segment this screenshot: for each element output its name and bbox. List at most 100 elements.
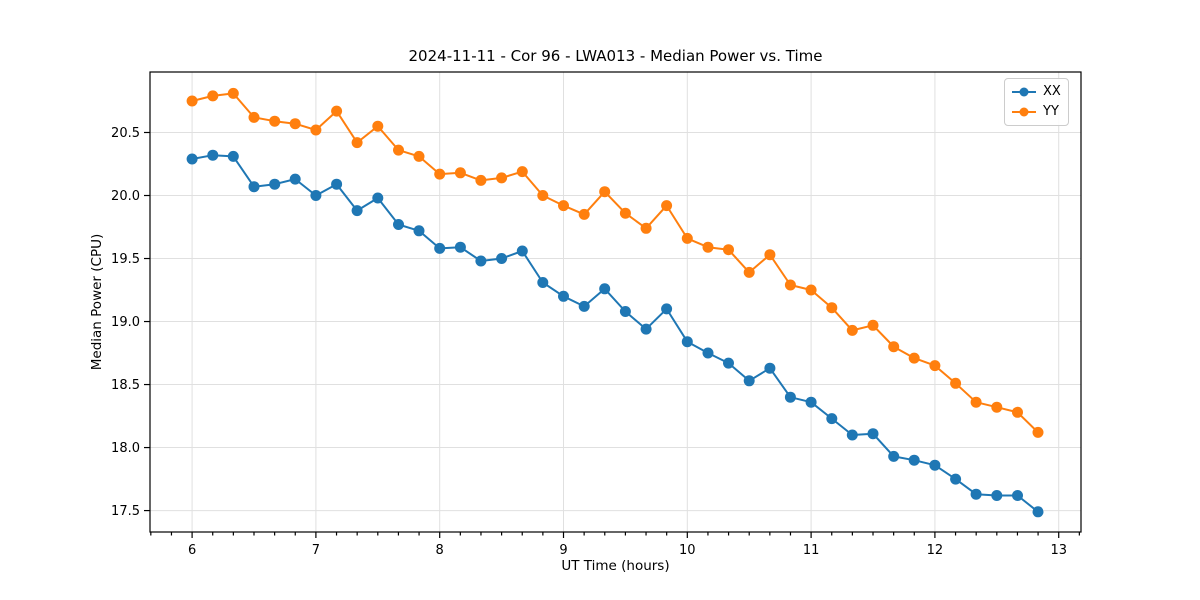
data-point-marker — [826, 302, 838, 314]
x-axis-label: UT Time (hours) — [561, 558, 670, 574]
data-point-marker — [434, 242, 446, 254]
data-point-marker — [702, 241, 714, 253]
data-point-marker — [537, 190, 549, 201]
data-point-marker — [681, 232, 693, 244]
axis-ticks — [144, 131, 1080, 538]
data-point-marker — [599, 186, 611, 198]
data-point-marker — [723, 244, 734, 256]
data-point-marker — [310, 190, 322, 201]
data-point-marker — [496, 172, 508, 184]
data-point-marker — [331, 105, 343, 117]
data-point-marker — [867, 428, 879, 440]
x-tick-label: 9 — [559, 543, 567, 558]
data-point-marker — [351, 137, 363, 149]
legend-label-xx: XX — [1043, 84, 1061, 99]
y-tick-label: 17.5 — [111, 504, 140, 519]
x-tick-label: 6 — [188, 543, 196, 558]
data-point-marker — [723, 357, 734, 369]
data-point-marker — [454, 167, 466, 179]
data-point-marker — [578, 300, 590, 312]
data-point-marker — [558, 290, 569, 302]
data-point-marker — [950, 377, 962, 389]
x-tick-label: 13 — [1050, 543, 1067, 558]
legend-item-xx: XX — [1011, 83, 1061, 101]
chart-title: 2024-11-11 - Cor 96 - LWA013 - Median Po… — [408, 47, 823, 65]
data-point-marker — [784, 391, 796, 403]
data-point-marker — [970, 488, 982, 500]
data-point-marker — [475, 174, 487, 186]
x-tick-label: 7 — [312, 543, 320, 558]
series-yy — [186, 87, 1044, 438]
data-point-marker — [558, 200, 569, 212]
data-point-marker — [846, 324, 858, 336]
data-point-marker — [805, 396, 817, 408]
y-tick-label: 18.0 — [111, 441, 140, 456]
data-point-marker — [1032, 506, 1044, 518]
data-point-marker — [372, 120, 384, 132]
data-point-marker — [661, 303, 673, 315]
data-point-marker — [599, 283, 611, 295]
data-point-marker — [826, 413, 838, 425]
legend-swatch-xx-icon — [1012, 87, 1036, 97]
data-point-marker — [681, 336, 693, 348]
data-point-marker — [351, 205, 363, 217]
y-axis-label: Median Power (CPU) — [89, 233, 105, 371]
data-point-marker — [619, 207, 631, 219]
data-point-marker — [537, 277, 549, 288]
data-point-marker — [289, 173, 301, 185]
data-point-marker — [248, 111, 260, 123]
data-point-marker — [805, 284, 817, 296]
y-tick-label: 19.0 — [111, 315, 140, 330]
data-point-marker — [310, 124, 322, 136]
plot-frame — [149, 71, 1082, 533]
y-tick-label: 18.5 — [111, 378, 140, 393]
data-point-marker — [640, 323, 652, 335]
data-point-marker — [1012, 490, 1023, 501]
data-point-marker — [888, 450, 900, 462]
data-point-marker — [991, 401, 1003, 413]
data-point-marker — [908, 454, 920, 466]
gridlines — [150, 72, 1081, 532]
data-point-marker — [186, 153, 198, 165]
x-tick-label: 11 — [803, 543, 820, 558]
data-point-marker — [846, 429, 858, 441]
y-tick-label: 19.5 — [111, 252, 140, 267]
data-point-marker — [413, 225, 425, 237]
data-point-marker — [413, 150, 425, 162]
data-point-marker — [1032, 426, 1044, 438]
legend: XX YY — [1004, 78, 1069, 126]
data-point-marker — [227, 150, 239, 162]
data-point-marker — [289, 118, 301, 130]
legend-item-yy: YY — [1011, 103, 1061, 121]
data-point-marker — [434, 168, 446, 180]
data-point-marker — [393, 144, 404, 156]
data-point-marker — [661, 200, 673, 212]
data-point-marker — [640, 222, 652, 234]
data-point-marker — [516, 166, 528, 178]
data-point-marker — [331, 178, 343, 190]
y-tick-label: 20.5 — [111, 126, 140, 141]
data-point-marker — [743, 375, 755, 387]
data-point-marker — [372, 192, 384, 204]
series-xx — [186, 149, 1044, 518]
legend-swatch-yy-icon — [1012, 107, 1036, 117]
data-point-marker — [743, 266, 755, 278]
data-point-marker — [929, 360, 941, 372]
data-point-marker — [186, 95, 198, 107]
y-tick-label: 20.0 — [111, 189, 140, 204]
data-point-marker — [1012, 406, 1023, 418]
data-point-marker — [991, 490, 1003, 501]
data-point-marker — [619, 306, 631, 317]
data-point-marker — [393, 219, 404, 230]
data-point-marker — [784, 279, 796, 291]
data-point-marker — [970, 396, 982, 408]
data-point-marker — [764, 362, 776, 374]
data-point-marker — [475, 255, 487, 267]
data-point-marker — [578, 208, 590, 220]
data-point-marker — [496, 253, 508, 264]
x-tick-label: 10 — [679, 543, 696, 558]
data-point-marker — [269, 115, 281, 127]
data-point-marker — [929, 459, 941, 471]
